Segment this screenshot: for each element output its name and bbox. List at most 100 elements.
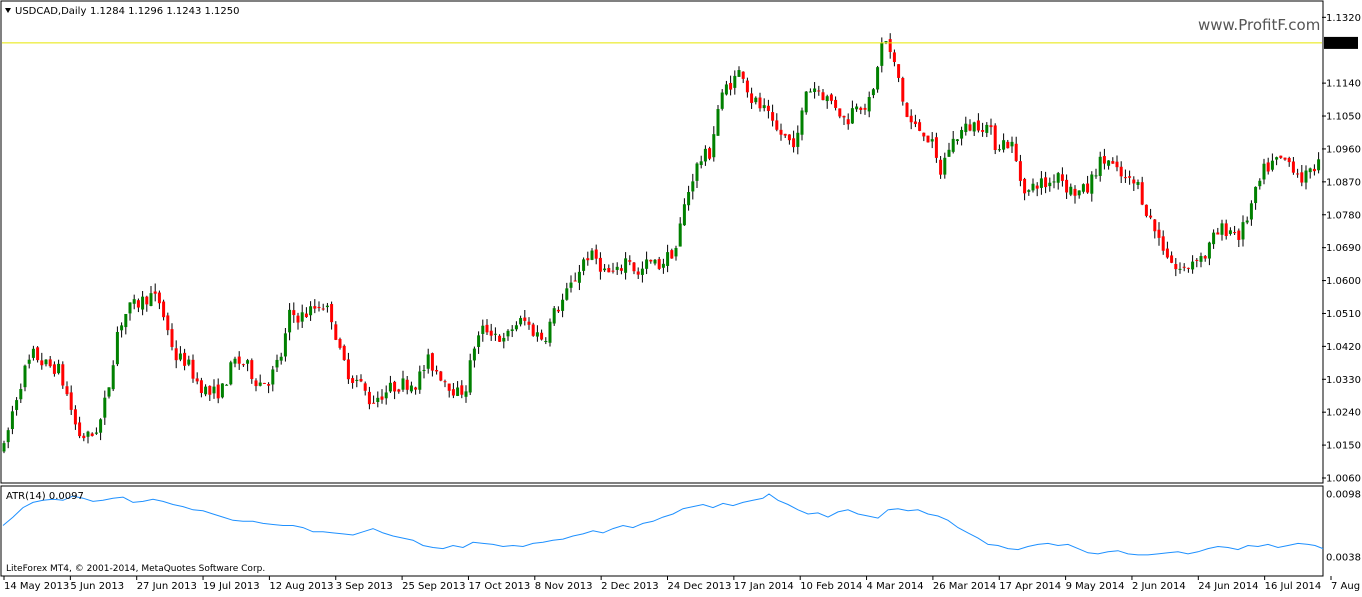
candle-bull: [624, 258, 628, 273]
candle-bear: [981, 130, 985, 132]
candle-bull: [19, 389, 23, 400]
candle-bull: [1207, 242, 1211, 259]
candle-bear: [435, 369, 439, 372]
candle-bull: [1077, 190, 1081, 196]
candle-bull: [1010, 141, 1014, 147]
candle-bear: [447, 383, 451, 391]
candle-bear: [1216, 232, 1220, 235]
candle-bear: [460, 385, 464, 395]
candle-bull: [552, 308, 556, 324]
candle-bull: [376, 397, 380, 402]
candle-bull: [1262, 163, 1266, 180]
candle-bear: [153, 291, 157, 294]
candle-bull: [103, 397, 107, 418]
price-tick-label: 1.1140: [1326, 79, 1361, 90]
candle-bull: [355, 379, 359, 381]
candle-bear: [82, 435, 86, 439]
candle-bear: [1224, 223, 1228, 236]
candle-bear: [926, 135, 930, 143]
candle-bear: [968, 124, 972, 131]
candle-bear: [628, 260, 632, 262]
time-tick-label: 14 May 2013: [4, 581, 69, 592]
candle-bear: [1174, 264, 1178, 270]
candle-bull: [645, 259, 649, 269]
candle-bear: [1279, 155, 1283, 158]
candle-bull: [960, 129, 964, 139]
time-tick-label: 12 Aug 2013: [269, 581, 333, 592]
time-tick-label: 24 Jun 2014: [1198, 581, 1258, 592]
price-tick-label: 1.0510: [1326, 309, 1361, 320]
candle-bear: [611, 270, 615, 272]
candle-bull: [1254, 186, 1258, 204]
candle-bear: [439, 371, 443, 381]
candle-bear: [346, 359, 350, 380]
candle-bear: [414, 387, 418, 390]
candle-bear: [1157, 229, 1161, 238]
candle-bear: [397, 389, 401, 392]
price-tick-label: 1.0960: [1326, 144, 1361, 155]
candle-bear: [745, 80, 749, 93]
candle-bull: [204, 386, 208, 395]
candle-bear: [1203, 256, 1207, 259]
candle-bull: [1317, 159, 1321, 171]
candle-bear: [1296, 173, 1300, 175]
candle-bear: [976, 120, 980, 131]
price-tick-label: 1.0690: [1326, 243, 1361, 254]
candle-bear: [649, 259, 653, 262]
candle-bear: [36, 347, 40, 361]
watermark-logo: www.ProfitF.com: [1198, 16, 1320, 34]
candle-bear: [73, 409, 77, 425]
candle-bull: [1228, 230, 1232, 234]
time-tick-label: 17 Jan 2014: [734, 581, 794, 592]
candle-bull: [720, 92, 724, 109]
candle-bear: [1182, 266, 1186, 268]
candle-bull: [426, 354, 430, 369]
candle-bull: [418, 371, 422, 390]
candle-bear: [766, 105, 770, 111]
copyright-text: LiteForex MT4, © 2001-2014, MetaQuotes S…: [6, 564, 265, 574]
candle-bull: [6, 430, 10, 443]
candle-bull: [955, 139, 959, 142]
candle-bull: [271, 369, 275, 385]
candle-bear: [670, 250, 674, 259]
triangle-down-icon[interactable]: [5, 8, 11, 13]
candle-bull: [15, 400, 19, 410]
price-tick-label: 1.1320: [1326, 13, 1361, 24]
candle-bear: [367, 391, 371, 405]
candle-bull: [120, 325, 124, 331]
candle-bear: [779, 129, 783, 135]
candle-bear: [342, 345, 346, 360]
candle-bear: [317, 306, 321, 309]
time-tick-label: 25 Sep 2013: [402, 581, 465, 592]
candle-bear: [208, 385, 212, 395]
candle-bull: [300, 312, 304, 322]
candle-bear: [443, 381, 447, 383]
candle-bull: [1081, 184, 1085, 192]
candle-bear: [598, 257, 602, 272]
candle-bear: [451, 389, 455, 396]
candle-bull: [1031, 183, 1035, 191]
candle-bear: [750, 93, 754, 103]
candle-bear: [708, 148, 712, 159]
candle-bear: [330, 304, 334, 323]
candle-bear: [573, 280, 577, 282]
candle-bear: [334, 324, 338, 340]
time-tick-label: 19 Jul 2013: [203, 581, 260, 592]
atr-tick-label: 0.0098: [1326, 490, 1361, 501]
candle-bull: [1002, 140, 1006, 150]
candle-bear: [157, 292, 161, 304]
candle-bull: [577, 271, 581, 283]
candle-bear: [619, 268, 623, 271]
atr-axis: 0.0098 0.0038: [1326, 490, 1361, 564]
candle-bear: [905, 102, 909, 117]
candle-bull: [871, 89, 875, 96]
candle-bear: [61, 364, 65, 386]
time-tick-label: 17 Apr 2014: [999, 581, 1061, 592]
candle-bear: [1119, 166, 1123, 177]
candle-bear: [1111, 161, 1115, 164]
candle-bull: [1191, 261, 1195, 270]
candle-bull: [128, 302, 132, 314]
candle-bull: [212, 386, 216, 394]
